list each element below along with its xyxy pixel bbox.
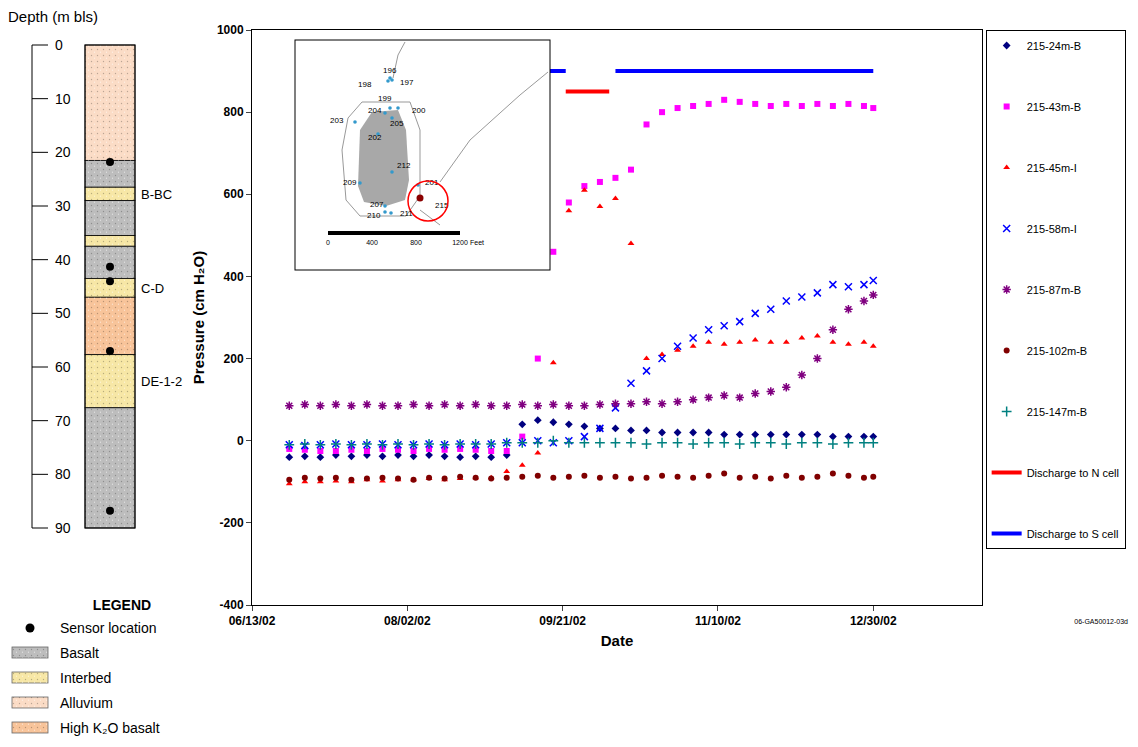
svg-text:1000: 1000	[217, 23, 244, 37]
svg-text:800: 800	[224, 105, 244, 119]
svg-text:200: 200	[412, 106, 426, 115]
svg-text:211: 211	[400, 209, 413, 218]
svg-text:199: 199	[378, 94, 392, 103]
svg-text:60: 60	[55, 359, 71, 375]
svg-text:40: 40	[55, 252, 71, 268]
svg-text:212: 212	[397, 161, 411, 170]
svg-text:0: 0	[237, 434, 244, 448]
svg-text:High K₂O basalt: High K₂O basalt	[60, 720, 160, 736]
svg-text:0: 0	[55, 37, 63, 53]
svg-text:Pressure (cm H₂O): Pressure (cm H₂O)	[190, 251, 207, 384]
svg-text:800: 800	[410, 239, 422, 246]
svg-text:Depth (m bls): Depth (m bls)	[8, 8, 98, 25]
svg-text:215-102m-B: 215-102m-B	[1027, 345, 1088, 357]
svg-text:202: 202	[368, 133, 382, 142]
svg-text:50: 50	[55, 305, 71, 321]
svg-text:215-147m-B: 215-147m-B	[1027, 406, 1088, 418]
svg-text:B-BC: B-BC	[141, 187, 172, 202]
svg-text:-400: -400	[220, 598, 244, 612]
svg-text:Interbed: Interbed	[60, 670, 111, 686]
svg-text:30: 30	[55, 198, 71, 214]
svg-text:215: 215	[435, 201, 449, 210]
svg-text:20: 20	[55, 144, 71, 160]
svg-text:400: 400	[366, 239, 378, 246]
svg-text:90: 90	[55, 520, 71, 536]
svg-text:210: 210	[367, 211, 381, 220]
svg-text:600: 600	[224, 187, 244, 201]
svg-text:06-GA50012-03d: 06-GA50012-03d	[1074, 618, 1128, 625]
svg-text:09/21/02: 09/21/02	[539, 614, 586, 628]
svg-text:LEGEND: LEGEND	[93, 597, 151, 613]
svg-text:Alluvium: Alluvium	[60, 695, 113, 711]
svg-text:Sensor location: Sensor location	[60, 620, 157, 636]
svg-text:10: 10	[55, 91, 71, 107]
svg-text:06/13/02: 06/13/02	[229, 614, 276, 628]
svg-text:1200: 1200	[452, 239, 468, 246]
svg-text:197: 197	[400, 78, 414, 87]
svg-text:0: 0	[326, 239, 330, 246]
svg-text:203: 203	[330, 116, 344, 125]
svg-text:70: 70	[55, 413, 71, 429]
svg-text:08/02/02: 08/02/02	[384, 614, 431, 628]
svg-text:80: 80	[55, 466, 71, 482]
svg-text:200: 200	[224, 352, 244, 366]
svg-text:207: 207	[370, 200, 384, 209]
svg-text:-200: -200	[220, 516, 244, 530]
svg-text:215-43m-B: 215-43m-B	[1027, 101, 1081, 113]
svg-text:C-D: C-D	[141, 281, 164, 296]
svg-text:Date: Date	[601, 632, 634, 649]
svg-text:201: 201	[425, 178, 439, 187]
svg-text:204: 204	[368, 106, 382, 115]
svg-text:198: 198	[358, 80, 372, 89]
svg-text:215-45m-I: 215-45m-I	[1027, 162, 1077, 174]
svg-text:215-58m-I: 215-58m-I	[1027, 223, 1077, 235]
svg-text:Discharge to S cell: Discharge to S cell	[1027, 528, 1119, 540]
svg-text:209: 209	[343, 178, 357, 187]
svg-text:Basalt: Basalt	[60, 645, 99, 661]
svg-text:Discharge to N cell: Discharge to N cell	[1027, 467, 1119, 479]
svg-text:215-87m-B: 215-87m-B	[1027, 284, 1081, 296]
svg-text:205: 205	[390, 119, 404, 128]
svg-text:12/30/02: 12/30/02	[850, 614, 897, 628]
svg-text:DE-1-2: DE-1-2	[141, 374, 182, 389]
svg-text:Feet: Feet	[470, 239, 484, 246]
svg-text:215-24m-B: 215-24m-B	[1027, 40, 1081, 52]
svg-text:400: 400	[224, 270, 244, 284]
svg-text:196: 196	[383, 66, 397, 75]
svg-text:11/10/02: 11/10/02	[695, 614, 741, 628]
